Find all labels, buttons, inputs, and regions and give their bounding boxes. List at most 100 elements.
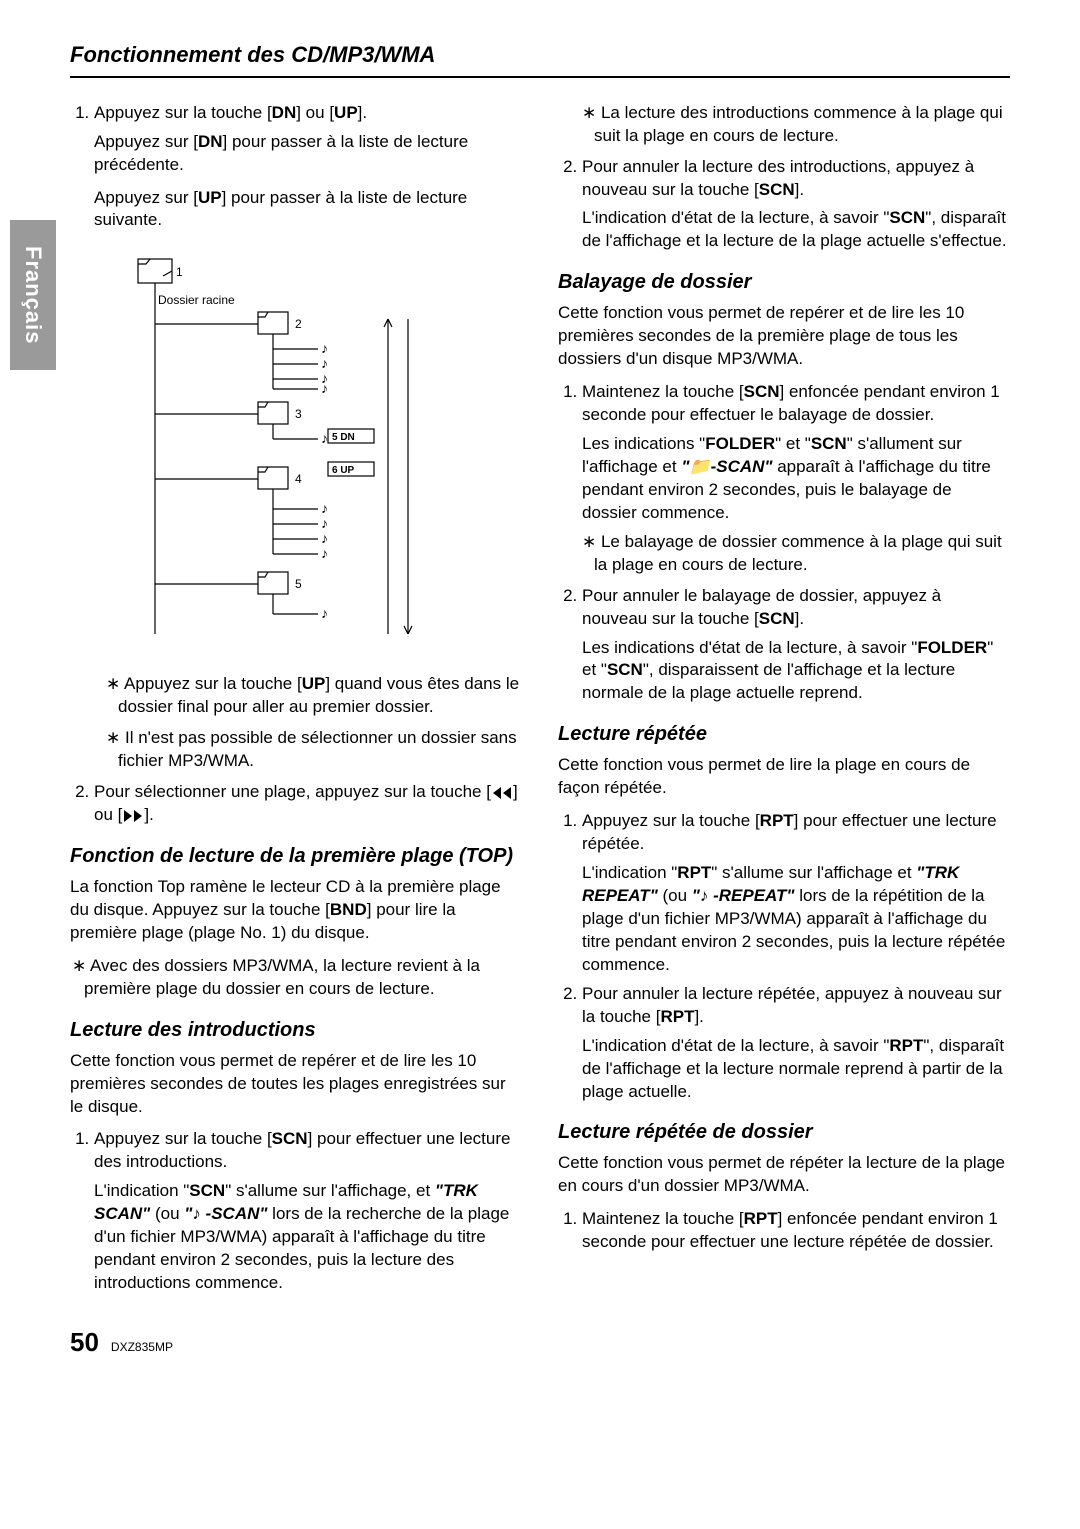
svg-text:♪: ♪: [321, 355, 328, 371]
dn-key: DN: [198, 132, 223, 151]
svg-text:♪: ♪: [321, 515, 328, 531]
language-tab: Français: [10, 220, 56, 370]
rewind-icon: [491, 787, 513, 799]
node-5-label: 5: [295, 577, 302, 591]
left-list-1: Appuyez sur la touche [DN] ou [UP]. Appu…: [70, 102, 522, 827]
scn-key: SCN: [759, 609, 795, 628]
intro-step2-sub: L'indication d'état de la lecture, à sav…: [582, 207, 1010, 253]
folder-scan-label: "📁-SCAN": [681, 457, 772, 476]
text: " et ": [775, 434, 811, 453]
scn-label: SCN: [607, 660, 643, 679]
rp-step-2: Pour annuler la lecture répétée, appuyez…: [582, 983, 1010, 1104]
rpt-key: RPT: [760, 811, 794, 830]
up-key: UP: [302, 674, 326, 693]
text: (ou: [658, 886, 692, 905]
up-key: UP: [334, 103, 358, 122]
heading-top: Fonction de lecture de la première plage…: [70, 843, 522, 870]
up-key: UP: [198, 188, 222, 207]
svg-text:♪: ♪: [321, 430, 328, 446]
scn-label: SCN: [189, 1181, 225, 1200]
fr-step-1: Maintenez la touche [RPT] enfoncée penda…: [582, 1208, 1010, 1254]
svg-text:♪: ♪: [321, 500, 328, 516]
text: Pour sélectionner une plage, appuyez sur…: [94, 782, 491, 801]
folder-tree-diagram: 1 Dossier racine 2 ♪ ♪: [118, 254, 448, 654]
heading-folder-repeat: Lecture répétée de dossier: [558, 1119, 1010, 1146]
intro-step-1: Appuyez sur la touche [SCN] pour effectu…: [94, 1128, 522, 1295]
right-column: ∗ La lecture des introductions commence …: [558, 102, 1010, 1305]
intro-step-2: Pour annuler la lecture des introduction…: [582, 156, 1010, 254]
svg-text:♪: ♪: [321, 605, 328, 621]
svg-text:♪: ♪: [321, 340, 328, 356]
top-note: ∗ Avec des dossiers MP3/WMA, la lecture …: [70, 955, 522, 1001]
fs-note: ∗ Le balayage de dossier commence à la p…: [582, 531, 1010, 577]
step1-sub2: Appuyez sur [UP] pour passer à la liste …: [94, 187, 522, 233]
folder-label: FOLDER: [917, 638, 987, 657]
step1-sub1: Appuyez sur [DN] pour passer à la liste …: [94, 131, 522, 177]
rpt-key: RPT: [744, 1209, 778, 1228]
svg-text:♪: ♪: [321, 530, 328, 546]
rp-step-1: Appuyez sur la touche [RPT] pour effectu…: [582, 810, 1010, 977]
fs-step2-sub: Les indications d'état de la lecture, à …: [582, 637, 1010, 706]
heading-repeat: Lecture répétée: [558, 721, 1010, 748]
intro-paragraph: Cette fonction vous permet de repérer et…: [70, 1050, 522, 1119]
folder-scan-paragraph: Cette fonction vous permet de repérer et…: [558, 302, 1010, 371]
fs-step-1: Maintenez la touche [SCN] enfoncée penda…: [582, 381, 1010, 577]
text: L'indication d'état de la lecture, à sav…: [582, 1036, 889, 1055]
text: L'indication ": [582, 863, 677, 882]
folder-repeat-steps: Maintenez la touche [RPT] enfoncée penda…: [558, 1208, 1010, 1254]
text: Maintenez la touche [: [582, 382, 744, 401]
intro-step1-sub: L'indication "SCN" s'allume sur l'affich…: [94, 1180, 522, 1295]
text: ].: [144, 805, 153, 824]
node-1-label: 1: [176, 265, 183, 279]
root-label: Dossier racine: [158, 293, 235, 307]
text: ].: [358, 103, 367, 122]
step-2: Pour sélectionner une plage, appuyez sur…: [94, 781, 522, 827]
text: " s'allume sur l'affichage et: [711, 863, 916, 882]
page-footer: 50 DXZ835MP: [70, 1325, 1010, 1360]
rp-step1-sub: L'indication "RPT" s'allume sur l'affich…: [582, 862, 1010, 977]
note-repeat-label: "♪ -REPEAT": [692, 886, 795, 905]
folder-repeat-paragraph: Cette fonction vous permet de répéter la…: [558, 1152, 1010, 1198]
heading-folder-scan: Balayage de dossier: [558, 269, 1010, 296]
repeat-steps: Appuyez sur la touche [RPT] pour effectu…: [558, 810, 1010, 1103]
forward-icon: [122, 810, 144, 822]
content-columns: Appuyez sur la touche [DN] ou [UP]. Appu…: [70, 102, 1010, 1305]
text: Appuyez sur [: [94, 188, 198, 207]
rpt-key: RPT: [660, 1007, 694, 1026]
dn-nav-label: 5 DN: [332, 432, 355, 443]
repeat-paragraph: Cette fonction vous permet de lire la pl…: [558, 754, 1010, 800]
text: L'indication d'état de la lecture, à sav…: [582, 208, 889, 227]
scn-key: SCN: [759, 180, 795, 199]
step-1: Appuyez sur la touche [DN] ou [UP]. Appu…: [94, 102, 522, 773]
text: " s'allume sur l'affichage, et: [225, 1181, 435, 1200]
text: (ou: [150, 1204, 184, 1223]
node-2-label: 2: [295, 317, 302, 331]
svg-text:♪: ♪: [321, 380, 328, 396]
model-number: DXZ835MP: [111, 1339, 173, 1355]
text: L'indication ": [94, 1181, 189, 1200]
page-number: 50: [70, 1325, 99, 1360]
intro-steps: Appuyez sur la touche [SCN] pour effectu…: [70, 1128, 522, 1295]
folder-label: FOLDER: [705, 434, 775, 453]
scn-label: SCN: [811, 434, 847, 453]
text: Les indications d'état de la lecture, à …: [582, 638, 917, 657]
intro-note: ∗ La lecture des introductions commence …: [558, 102, 1010, 148]
node-4-label: 4: [295, 472, 302, 486]
svg-text:♪: ♪: [321, 545, 328, 561]
intro-steps-cont: Pour annuler la lecture des introduction…: [558, 156, 1010, 254]
folder-scan-steps: Maintenez la touche [SCN] enfoncée penda…: [558, 381, 1010, 705]
page-title: Fonctionnement des CD/MP3/WMA: [70, 40, 1010, 78]
top-paragraph: La fonction Top ramène le lecteur CD à l…: [70, 876, 522, 945]
fs-step1-sub: Les indications "FOLDER" et "SCN" s'allu…: [582, 433, 1010, 525]
bnd-key: BND: [330, 900, 367, 919]
note-up: ∗ Appuyez sur la touche [UP] quand vous …: [94, 673, 522, 719]
left-column: Appuyez sur la touche [DN] ou [UP]. Appu…: [70, 102, 522, 1305]
rpt-label: RPT: [677, 863, 711, 882]
text: Appuyez sur la touche [: [94, 103, 272, 122]
text: ].: [795, 609, 804, 628]
text: Pour annuler la lecture répétée, appuyez…: [582, 984, 1002, 1026]
text: ].: [795, 180, 804, 199]
text: ].: [694, 1007, 703, 1026]
text: ] ou [: [296, 103, 334, 122]
fs-step-2: Pour annuler le balayage de dossier, app…: [582, 585, 1010, 706]
